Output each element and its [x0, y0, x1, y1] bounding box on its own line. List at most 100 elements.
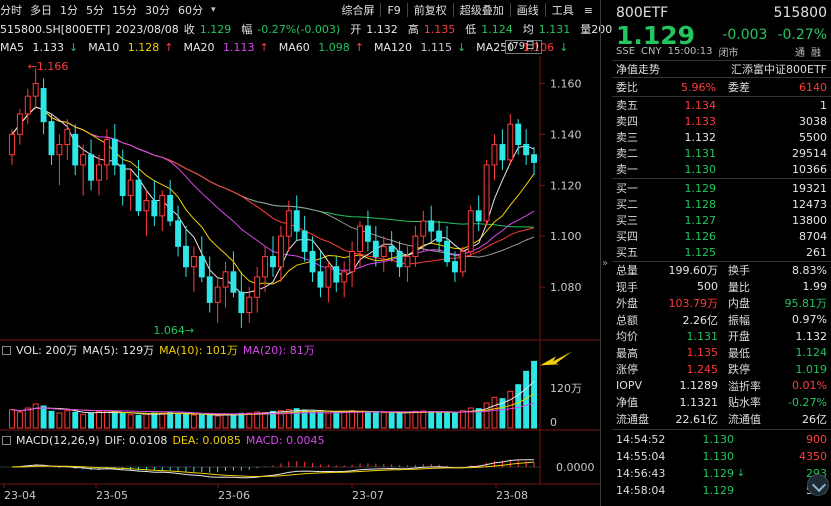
candle-body[interactable]	[111, 138, 118, 166]
candle-body[interactable]	[428, 220, 435, 232]
candle-body[interactable]	[16, 113, 23, 135]
candle-body[interactable]	[32, 82, 39, 97]
tool-forward-adjust[interactable]: 前复权	[413, 4, 447, 17]
candle-body[interactable]	[103, 138, 110, 166]
candle-body[interactable]	[88, 154, 95, 181]
candle-body[interactable]	[254, 276, 261, 298]
candle-body[interactable]	[364, 225, 371, 242]
candle-body[interactable]	[309, 250, 316, 273]
candle-body[interactable]	[388, 245, 395, 252]
candle-body[interactable]	[491, 144, 498, 166]
candle-body[interactable]	[483, 164, 490, 222]
kline-chart-panel[interactable]: 1.160 1.140 1.120 1.100 1.080 ←1.166 1.064→ 120…	[0, 0, 623, 506]
candle-body[interactable]	[475, 210, 482, 222]
candle-body[interactable]	[151, 200, 158, 217]
candle-body[interactable]	[167, 194, 174, 222]
candle-body[interactable]	[262, 256, 269, 278]
bid-level-row[interactable]: 买二 1.128 12473	[616, 196, 827, 212]
candle-body[interactable]	[467, 210, 474, 252]
connect-badge[interactable]: 通	[795, 47, 805, 59]
nav-trend-label[interactable]: 净值走势	[616, 63, 660, 76]
tool-tools[interactable]: 工具	[551, 4, 574, 17]
tab-timeframe-15min[interactable]: 15分	[112, 4, 137, 17]
macd-toggle-checkbox[interactable]	[2, 435, 11, 445]
tab-timeframe-30min[interactable]: 30分	[145, 4, 170, 17]
candle-body[interactable]	[349, 250, 356, 273]
more-timeframes-icon[interactable]: ▾	[211, 5, 216, 15]
margin-badge[interactable]: 融	[811, 47, 821, 59]
candle-body[interactable]	[222, 271, 229, 288]
ask-level-row[interactable]: 卖一 1.130 10366	[616, 161, 827, 177]
bid-level-row[interactable]: 买三 1.127 13800	[616, 212, 827, 228]
candle-body[interactable]	[507, 123, 514, 161]
bid-level-row[interactable]: 买五 1.125 261	[616, 244, 827, 260]
kline-chart-svg[interactable]: 1.160 1.140 1.120 1.100 1.080 ←1.166 1.064→ 120…	[0, 0, 600, 506]
candle-body[interactable]	[451, 261, 458, 273]
candle-body[interactable]	[270, 256, 276, 268]
candle-body[interactable]	[372, 240, 379, 258]
volume-toggle-checkbox[interactable]	[2, 345, 11, 355]
candle-body[interactable]	[325, 266, 332, 288]
candle-body[interactable]	[277, 235, 284, 268]
candle-body[interactable]	[333, 266, 340, 283]
ask-level-row[interactable]: 卖四 1.133 3038	[616, 113, 827, 129]
tab-timeframe-60min[interactable]: 60分	[178, 4, 203, 17]
ask-level-row[interactable]: 卖二 1.131 29514	[616, 145, 827, 161]
candle-body[interactable]	[515, 123, 522, 146]
candle-body[interactable]	[459, 250, 466, 273]
candle-body[interactable]	[246, 296, 253, 314]
candle-body[interactable]	[420, 220, 427, 237]
tab-timeframe-fenshi[interactable]: 分时	[0, 4, 22, 17]
candle-body[interactable]	[159, 194, 166, 217]
candle-body[interactable]	[206, 276, 213, 303]
bid-level-row[interactable]: 买一 1.129 19321	[616, 180, 827, 196]
candle-body[interactable]	[24, 95, 31, 115]
expand-icon[interactable]	[807, 474, 829, 496]
candle-body[interactable]	[80, 154, 87, 166]
tool-f9[interactable]: F9	[387, 3, 401, 17]
candle-body[interactable]	[183, 245, 189, 268]
candle-body[interactable]	[56, 144, 63, 156]
candle-body[interactable]	[9, 133, 15, 156]
menu-icon[interactable]: ≡	[583, 3, 593, 17]
tool-super-overlay[interactable]: 超级叠加	[459, 4, 504, 17]
candle-body[interactable]	[380, 245, 387, 258]
period-count-badge[interactable]: (79日)	[505, 40, 542, 54]
candle-body[interactable]	[357, 225, 363, 252]
candle-body[interactable]	[40, 88, 47, 123]
candle-body[interactable]	[214, 286, 221, 303]
tool-draw-line[interactable]: 画线	[516, 4, 539, 17]
collapse-panel-icon[interactable]: »	[602, 258, 609, 269]
candle-body[interactable]	[48, 121, 55, 156]
candle-body[interactable]	[230, 271, 237, 293]
candle-body[interactable]	[404, 256, 411, 268]
panel-divider[interactable]	[600, 0, 601, 506]
candle-body[interactable]	[198, 256, 205, 278]
tab-timeframe-1min[interactable]: 1分	[60, 4, 78, 17]
candle-body[interactable]	[301, 230, 308, 252]
nav-trend-row[interactable]: 净值走势 汇添富中证800ETF	[616, 61, 827, 77]
ask-level-row[interactable]: 卖三 1.132 5500	[616, 129, 827, 145]
candle-body[interactable]	[127, 179, 134, 196]
candle-body[interactable]	[96, 164, 102, 181]
candle-body[interactable]	[436, 230, 443, 242]
tab-timeframe-multiday[interactable]: 多日	[30, 4, 52, 17]
candle-body[interactable]	[238, 291, 245, 314]
tab-timeframe-5min[interactable]: 5分	[86, 4, 104, 17]
candle-body[interactable]	[396, 250, 403, 268]
candle-body[interactable]	[341, 271, 348, 283]
candle-body[interactable]	[190, 256, 197, 268]
candle-body[interactable]	[135, 179, 142, 212]
candle-body[interactable]	[499, 144, 506, 161]
candle-body[interactable]	[523, 144, 530, 156]
candle-body[interactable]	[444, 240, 450, 263]
bid-level-row[interactable]: 买四 1.126 8704	[616, 228, 827, 244]
candle-body[interactable]	[531, 154, 537, 163]
candle-body[interactable]	[143, 200, 150, 212]
candle-body[interactable]	[412, 235, 419, 258]
ask-level-row[interactable]: 卖五 1.134 1	[616, 97, 827, 113]
candle-body[interactable]	[72, 133, 79, 166]
candle-body[interactable]	[285, 210, 292, 237]
candle-body[interactable]	[317, 271, 324, 288]
candle-body[interactable]	[64, 128, 71, 146]
